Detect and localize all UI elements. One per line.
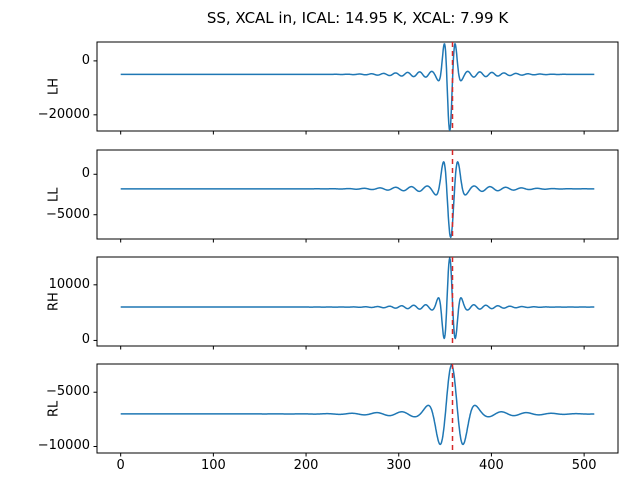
panel-ylabel: LH: [46, 77, 62, 96]
axes-box: [96, 41, 619, 132]
figure-title: SS, XCAL in, ICAL: 14.95 K, XCAL: 7.99 K: [206, 9, 509, 27]
axes-box: [96, 149, 619, 240]
y-tick-label: 0: [81, 52, 90, 68]
y-tick-label: −20000: [37, 106, 90, 122]
signal-trace: [120, 161, 595, 239]
panel-ylabel: LL: [46, 187, 62, 202]
y-tick-label: −5000: [46, 206, 90, 222]
y-tick-label: 0: [81, 332, 90, 348]
x-tick-label: 500: [571, 458, 597, 473]
y-tick-label: −10000: [37, 438, 90, 454]
x-tick-label: 200: [293, 458, 319, 473]
signal-trace: [120, 364, 595, 446]
x-tick-label: 100: [200, 458, 226, 473]
axes-box: [96, 363, 619, 454]
x-tick-label: 0: [116, 458, 125, 473]
panel-ylabel: RL: [46, 400, 62, 417]
y-tick-label: 0: [81, 166, 90, 182]
panel-ylabel: RH: [46, 292, 62, 311]
y-tick-label: −5000: [46, 384, 90, 400]
x-tick-label: 400: [479, 458, 504, 473]
signal-trace: [120, 257, 595, 340]
y-tick-label: 10000: [48, 276, 90, 292]
axes-box: [96, 256, 619, 347]
x-tick-label: 300: [386, 458, 412, 473]
signal-trace: [120, 43, 595, 131]
